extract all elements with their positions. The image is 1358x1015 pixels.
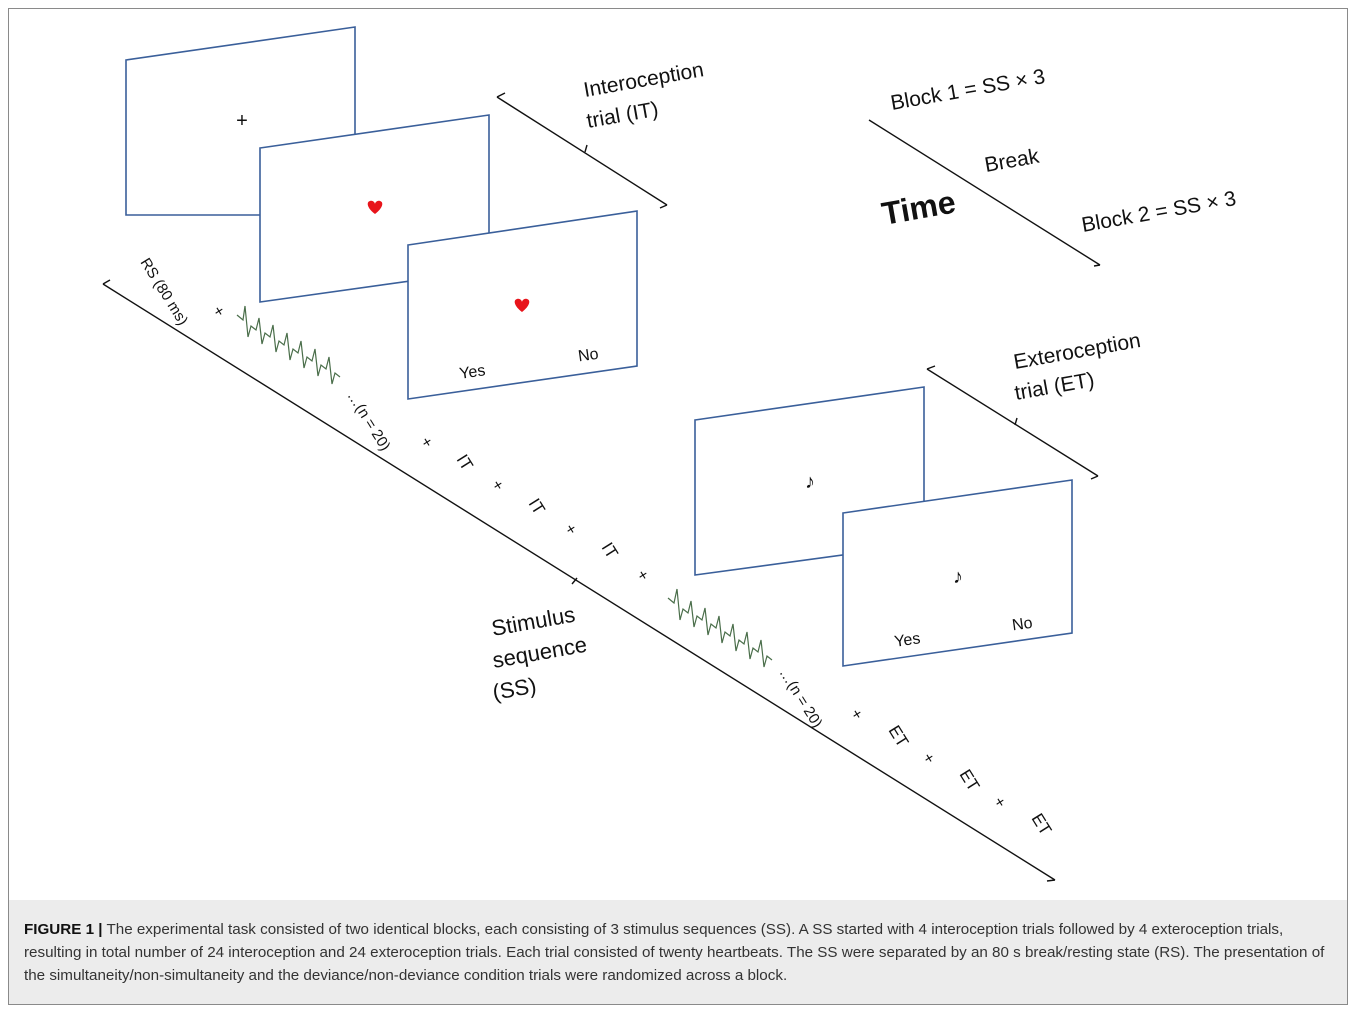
sequence-plus: + (209, 303, 228, 320)
block2-label: Block 2 = SS × 3 (1080, 187, 1238, 237)
exteroception-title-line1: Exteroception (1012, 329, 1142, 374)
no-response-label: No (1011, 615, 1034, 635)
exteroception-bracket-start (926, 365, 936, 370)
interoception-bracket-tick (584, 144, 588, 153)
yes-response-label: Yes (893, 630, 921, 650)
no-response-label: No (577, 346, 600, 366)
yes-response-label: Yes (458, 362, 486, 382)
fixation-cross: + (236, 110, 248, 132)
interoception-bracket-start (496, 92, 506, 98)
sequence-plus: + (990, 794, 1009, 811)
figure-caption: FIGURE 1 | The experimental task consist… (24, 914, 1332, 991)
sequence-plus: + (488, 477, 507, 494)
heart-icon (514, 298, 530, 312)
sequence-plus: + (417, 434, 436, 451)
caption-label: FIGURE 1 | (24, 921, 103, 938)
interoception-title-line2: trial (IT) (585, 98, 660, 133)
sequence-plus: + (633, 567, 652, 584)
time-label: Time (879, 184, 958, 232)
exteroception-bracket (926, 368, 1099, 477)
exteroception-bracket-end (1090, 475, 1099, 480)
rs-label: RS (80 ms) (137, 255, 192, 328)
et-label: ET (1028, 810, 1056, 839)
block-time-axis (868, 119, 1101, 266)
interoception-bracket (496, 96, 668, 206)
music-note-icon: ♪ (953, 566, 963, 588)
sequence-axis (102, 283, 1056, 881)
interoception-bracket-end (659, 204, 668, 209)
block-time-axis-end (1093, 264, 1101, 267)
music-note-icon: ♪ (805, 471, 815, 493)
caption-text: The experimental task consisted of two i… (24, 921, 1325, 984)
it-label: IT (598, 539, 622, 562)
exteroception-bracket-tick (1014, 417, 1018, 426)
it-label: IT (453, 451, 477, 474)
exteroception-response-screen (842, 479, 1073, 667)
break-label: Break (983, 145, 1042, 177)
sequence-axis-start-tick (102, 279, 111, 285)
exteroception-title-line2: trial (ET) (1013, 368, 1096, 405)
stimulus-label-line3: (SS) (491, 673, 539, 705)
sequence-plus: + (919, 750, 938, 767)
et-label: ET (956, 766, 984, 795)
experiment-diagram: + Yes No Interoception trial (IT) ♪ ♪ Ye… (102, 26, 1238, 882)
interoception-title-line1: Interoception (582, 58, 706, 102)
repeat-label: …(n = 20) (344, 388, 394, 454)
heart-icon (367, 200, 383, 214)
sequence-plus: + (847, 706, 866, 723)
ecg-trace (236, 305, 341, 385)
et-label: ET (885, 722, 913, 751)
block1-label: Block 1 = SS × 3 (889, 65, 1047, 115)
sequence-axis-mid-tick (571, 577, 578, 585)
sequence-plus: + (561, 521, 580, 538)
ecg-trace (667, 588, 773, 668)
sequence-axis-end-tick (1046, 879, 1056, 882)
it-label: IT (525, 495, 549, 518)
